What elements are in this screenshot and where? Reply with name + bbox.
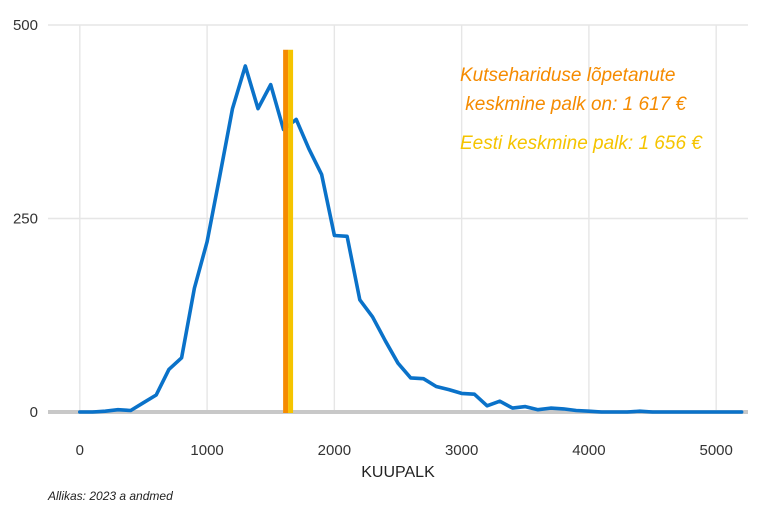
annotation-vocational-line-2: keskmine palk on: 1 617 €	[460, 94, 687, 115]
x-tick-label-5: 5000	[699, 442, 732, 459]
y-tick-label-0: 0	[30, 404, 38, 421]
x-tick-label-3: 3000	[445, 442, 478, 459]
x-tick-label-4: 4000	[572, 442, 605, 459]
reference-lines	[283, 49, 294, 413]
series-line-0	[78, 64, 744, 414]
annotation-vocational-line-1: Kutsehariduse lõpetanute	[460, 65, 676, 86]
series-layer	[78, 64, 744, 414]
source-caption: Allikas: 2023 a andmed	[47, 489, 173, 503]
tick-labels: 0 1000 2000 3000 4000 5000 0 250 500	[13, 17, 733, 459]
y-tick-label-2: 500	[13, 17, 38, 34]
x-tick-label-1: 1000	[190, 442, 223, 459]
x-axis-label: KUUPALK	[361, 464, 435, 481]
x-tick-label-0: 0	[76, 442, 84, 459]
y-tick-label-1: 250	[13, 211, 38, 228]
annotation-estonia-average: Eesti keskmine palk: 1 656 €	[460, 133, 703, 154]
x-tick-label-2: 2000	[318, 442, 351, 459]
